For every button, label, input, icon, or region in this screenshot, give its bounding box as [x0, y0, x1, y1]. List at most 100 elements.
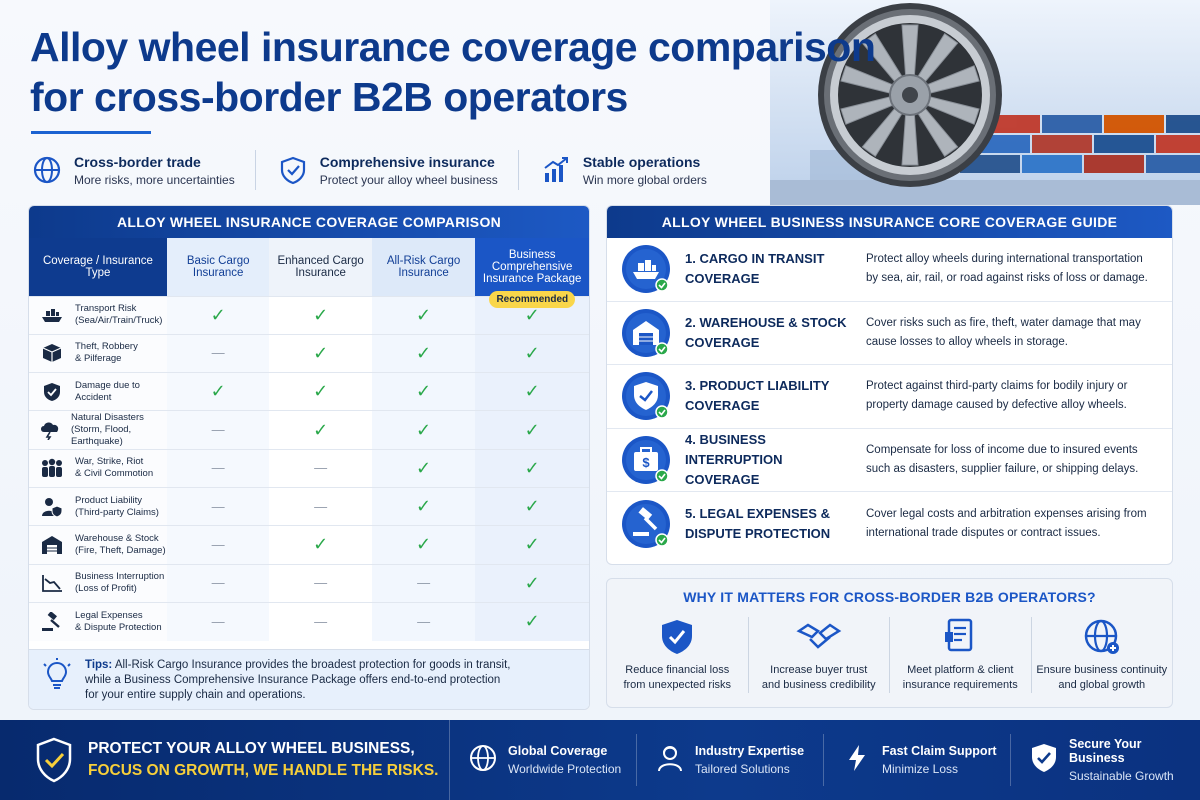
decline-chart-icon: [39, 572, 65, 594]
feature-title: Stable operations: [582, 153, 701, 170]
row-label-cell: Damage due to Accident: [29, 372, 167, 411]
warehouse-icon: [621, 308, 671, 358]
gavel-icon: [39, 611, 65, 633]
check-icon: ✓: [524, 611, 540, 632]
storm-cloud-icon: [39, 419, 61, 441]
warehouse-icon: [39, 534, 65, 556]
guide-desc-line-2: by sea, air, rail, or road against risks…: [866, 272, 1148, 285]
check-icon: ✓: [313, 381, 329, 402]
why-line-1: Reduce financial loss: [625, 664, 730, 676]
why-item: Increase buyer trust and business credibi…: [749, 617, 890, 693]
footer-slogan: PROTECT YOUR ALLOY WHEEL BUSINESS, FOCUS…: [0, 720, 450, 800]
row-label-line-2: Accident: [75, 391, 112, 403]
check-icon: ✓: [524, 342, 540, 363]
shield-icon: [39, 381, 65, 403]
comparison-header: ALLOY WHEEL INSURANCE COVERAGE COMPARISO…: [29, 206, 589, 238]
coverage-cell: ✓: [269, 295, 372, 335]
table-row: Natural Disasters (Storm, Flood, Earthqua…: [29, 410, 589, 450]
row-label-cell: Theft, Robbery & Pilferage: [29, 333, 167, 373]
footer-banner: PROTECT YOUR ALLOY WHEEL BUSINESS, FOCUS…: [0, 720, 1200, 800]
comparison-panel: ALLOY WHEEL INSURANCE COVERAGE COMPARISO…: [28, 205, 590, 710]
check-icon: ✓: [416, 496, 432, 517]
footer-item-subtitle: Minimize Loss: [882, 762, 959, 776]
coverage-cell: —: [166, 448, 270, 488]
check-icon: ✓: [416, 457, 432, 478]
dash-icon: —: [211, 575, 225, 591]
dash-icon: —: [211, 422, 225, 438]
row-label-cell: Product Liability (Third-party Claims): [29, 486, 167, 526]
guide-desc-line-1: Compensate for loss of income due to ins…: [866, 443, 1138, 456]
coverage-cell: ✓: [475, 563, 589, 603]
hero-image: [770, 0, 1200, 205]
globe-plus-icon: [1032, 617, 1173, 657]
row-label-line-2: & Dispute Protection: [75, 621, 162, 633]
why-title: WHY IT MATTERS FOR CROSS-BORDER B2B OPER…: [683, 589, 1096, 605]
coverage-cell: ✓: [166, 295, 270, 335]
guide-desc-line-2: cause losses to alloy wheels in storage.: [866, 335, 1068, 348]
why-line-1: Meet platform & client: [907, 664, 1014, 676]
table-row: Product Liability (Third-party Claims) — — ✓…: [29, 486, 589, 526]
coverage-guide-panel: ALLOY WHEEL BUSINESS INSURANCE CORE COVE…: [606, 205, 1173, 565]
row-label-cell: War, Strike, Riot & Civil Commotion: [29, 448, 167, 488]
table-row: Theft, Robbery & Pilferage — ✓ ✓ ✓: [29, 333, 589, 373]
guide-title-line-2: COVERAGE: [685, 271, 760, 287]
why-item: Ensure business continuity and global gro…: [1032, 617, 1173, 693]
guide-desc-line-2: international trade disputes or contract…: [866, 526, 1101, 539]
tips-line-1: All-Risk Cargo Insurance provides the br…: [114, 659, 511, 671]
guide-item: 3. PRODUCT LIABILITY COVERAGE Protect agai…: [607, 365, 1172, 429]
feature-stable: Stable operations Win more global orders: [539, 150, 727, 190]
dash-icon: —: [314, 498, 328, 514]
why-it-matters-panel: WHY IT MATTERS FOR CROSS-BORDER B2B OPER…: [606, 578, 1173, 708]
check-icon: ✓: [313, 342, 329, 363]
shield-check-icon: [607, 617, 748, 657]
coverage-cell: ✓: [475, 372, 589, 411]
why-line-1: Ensure business continuity: [1036, 664, 1168, 676]
footer-line-1: PROTECT YOUR ALLOY WHEEL BUSINESS,: [88, 740, 415, 757]
column-header-basic: Basic Cargo Insurance: [166, 238, 270, 296]
coverage-cell: ✓: [371, 333, 476, 373]
row-label-cell: Legal Expenses & Dispute Protection: [29, 601, 167, 641]
coverage-cell: ✓: [166, 372, 270, 411]
check-icon: ✓: [524, 304, 540, 325]
row-label-line-2: & Civil Commotion: [75, 468, 154, 480]
dash-icon: —: [314, 460, 328, 476]
coverage-cell: ✓: [269, 372, 372, 411]
gavel-icon: [621, 499, 671, 549]
coverage-cell: ✓: [475, 486, 589, 526]
coverage-cell: ✓: [371, 410, 476, 450]
check-icon: ✓: [524, 496, 540, 517]
coverage-cell: —: [371, 601, 476, 641]
why-line-2: from unexpected risks: [623, 679, 732, 691]
feature-title: Comprehensive insurance: [319, 153, 495, 170]
dash-icon: —: [211, 536, 225, 552]
footer-item-title: Industry Expertise: [695, 744, 805, 758]
feature-subtitle: More risks, more uncertainties: [74, 172, 235, 187]
coverage-cell: ✓: [269, 525, 372, 565]
coverage-cell: —: [166, 525, 270, 565]
coverage-cell: —: [269, 486, 372, 526]
row-label-line-1: Business Interruption: [75, 571, 165, 583]
tips-line-3: for your entire supply chain and operati…: [85, 689, 306, 701]
guide-header: ALLOY WHEEL BUSINESS INSURANCE CORE COVE…: [607, 206, 1172, 238]
coverage-cell: —: [166, 333, 270, 373]
row-label-line-1: Natural Disasters: [71, 412, 144, 424]
feature-comprehensive: Comprehensive insurance Protect your all…: [276, 150, 519, 190]
liability-shield-icon: [621, 371, 671, 421]
shield-check-icon: [36, 737, 72, 783]
footer-item-title: Global Coverage: [508, 744, 608, 758]
feature-subtitle: Protect your alloy wheel business: [319, 172, 498, 187]
row-label-cell: Transport Risk (Sea/Air/Train/Truck): [29, 295, 167, 335]
coverage-cell: ✓: [371, 525, 476, 565]
check-icon: ✓: [524, 419, 540, 440]
recommended-badge: Recommended: [489, 290, 576, 308]
column-header-all-risk: All-Risk Cargo Insurance: [371, 238, 476, 296]
footer-line-2: FOCUS ON GROWTH, WE HANDLE THE RISKS.: [88, 762, 439, 779]
why-item: Reduce financial loss from unexpected ris…: [607, 617, 749, 693]
row-label-line-1: Product Liability: [75, 494, 143, 506]
comparison-table: Coverage / Insurance Type Basic Cargo In…: [29, 238, 589, 641]
guide-item: $4. BUSINESS INTERRUPTION COVERAGE Compens…: [607, 429, 1172, 492]
footer-item-subtitle: Sustainable Growth: [1069, 769, 1174, 783]
coverage-cell: —: [166, 410, 270, 450]
table-row: Damage due to Accident ✓ ✓ ✓ ✓: [29, 372, 589, 411]
shield-check-icon: [276, 153, 310, 187]
